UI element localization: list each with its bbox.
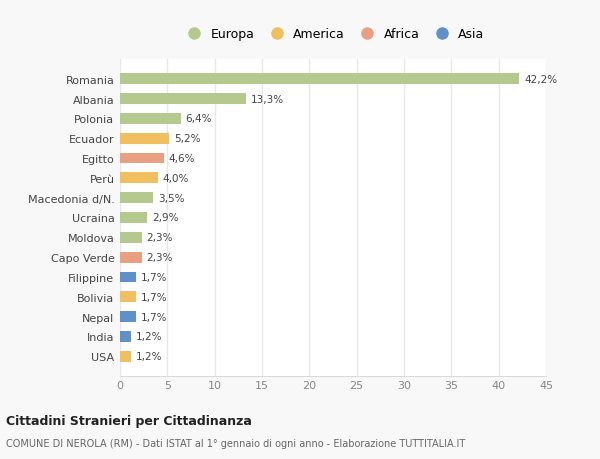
Text: 1,7%: 1,7% bbox=[141, 292, 167, 302]
Bar bbox=[120, 94, 246, 105]
Text: 2,9%: 2,9% bbox=[152, 213, 179, 223]
Text: 1,7%: 1,7% bbox=[141, 272, 167, 282]
Text: COMUNE DI NEROLA (RM) - Dati ISTAT al 1° gennaio di ogni anno - Elaborazione TUT: COMUNE DI NEROLA (RM) - Dati ISTAT al 1°… bbox=[6, 438, 465, 448]
Text: 4,0%: 4,0% bbox=[163, 174, 189, 184]
Text: 1,2%: 1,2% bbox=[136, 352, 163, 362]
Bar bbox=[120, 173, 158, 184]
Text: Cittadini Stranieri per Cittadinanza: Cittadini Stranieri per Cittadinanza bbox=[6, 414, 252, 428]
Text: 1,7%: 1,7% bbox=[141, 312, 167, 322]
Text: 13,3%: 13,3% bbox=[251, 94, 284, 104]
Text: 6,4%: 6,4% bbox=[185, 114, 212, 124]
Bar bbox=[120, 114, 181, 124]
Bar bbox=[120, 331, 131, 342]
Bar bbox=[120, 213, 148, 224]
Text: 2,3%: 2,3% bbox=[146, 233, 173, 243]
Bar bbox=[120, 272, 136, 283]
Text: 2,3%: 2,3% bbox=[146, 252, 173, 263]
Bar bbox=[120, 292, 136, 302]
Bar bbox=[120, 351, 131, 362]
Bar bbox=[120, 232, 142, 243]
Text: 4,6%: 4,6% bbox=[168, 154, 195, 164]
Bar bbox=[120, 252, 142, 263]
Text: 3,5%: 3,5% bbox=[158, 193, 184, 203]
Bar bbox=[120, 312, 136, 322]
Legend: Europa, America, Africa, Asia: Europa, America, Africa, Asia bbox=[182, 28, 484, 41]
Bar bbox=[120, 134, 169, 144]
Bar bbox=[120, 193, 153, 204]
Bar bbox=[120, 153, 164, 164]
Text: 42,2%: 42,2% bbox=[524, 74, 557, 84]
Text: 1,2%: 1,2% bbox=[136, 332, 163, 342]
Bar bbox=[120, 74, 520, 85]
Text: 5,2%: 5,2% bbox=[174, 134, 200, 144]
